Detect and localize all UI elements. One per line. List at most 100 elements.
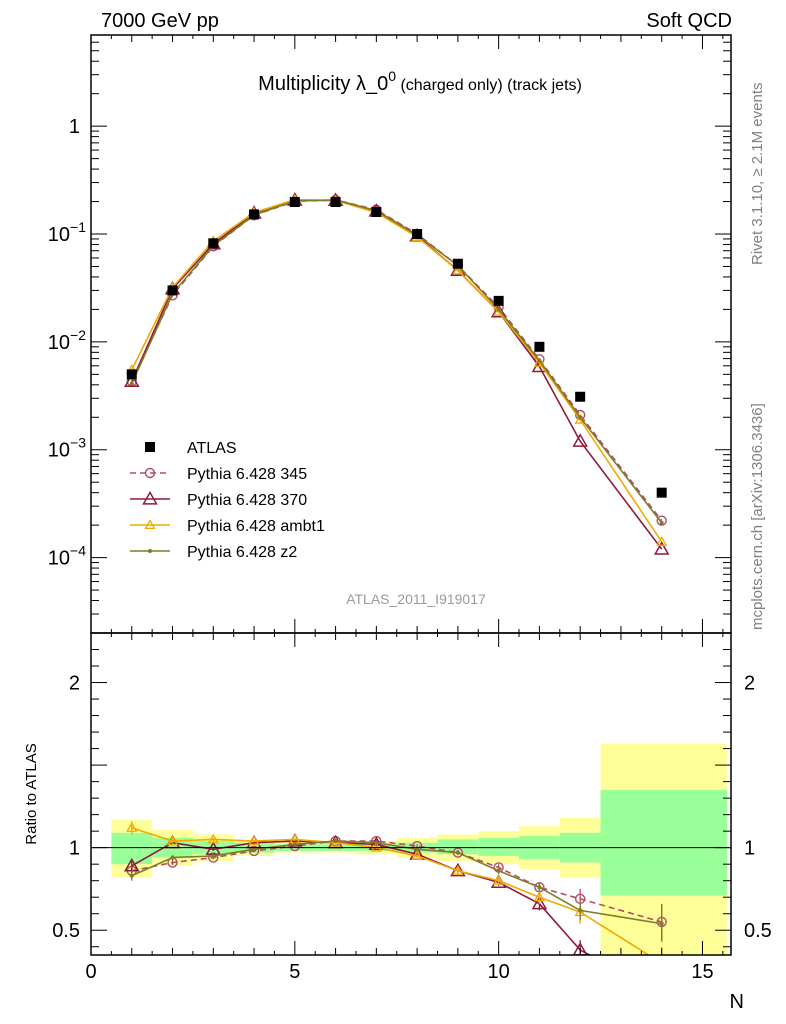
ratio-point-3-6: [374, 840, 379, 845]
atlas-point-11: [575, 391, 586, 402]
ratio-point-3-5: [333, 839, 338, 844]
ratio-point-2-8: [452, 864, 464, 875]
legend-label-3: Pythia 6.428 z2: [187, 544, 297, 561]
y-tick-label-2: 10−2: [48, 327, 86, 354]
plot-title-main: Multiplicity λ_0: [258, 73, 388, 95]
x-tick-label-2: 10: [488, 961, 510, 983]
series-point-3-11: [578, 415, 583, 420]
ratio-point-3-4: [292, 842, 297, 847]
series-point-1-9: [490, 303, 507, 318]
series-point-3-9: [496, 307, 501, 312]
ratio-point-3-9: [496, 868, 501, 873]
header-left: 7000 GeV pp: [101, 10, 219, 32]
atlas-point-10: [534, 341, 545, 352]
series-point-2-8: [452, 264, 464, 275]
plot-title: Multiplicity λ_00 (charged only) (track …: [258, 68, 582, 95]
atlas-point-3: [249, 209, 260, 220]
ratio-point-0-2: [208, 852, 219, 863]
ratio-point-2-1: [166, 835, 179, 846]
ratio-point-1-10: [531, 895, 548, 910]
x-tick-label-0: 0: [85, 961, 96, 983]
ratio-point-2-7: [411, 850, 423, 860]
ratio-point-2-2: [207, 833, 219, 844]
x-tick-label-3: 15: [691, 961, 713, 983]
legend-marker-0: [144, 467, 156, 479]
atlas-point-8: [452, 258, 463, 269]
band-green-9: [478, 837, 520, 856]
mcplots-label: mcplots.cern.ch [arXiv:1306.3436]: [749, 403, 766, 630]
atlas-data: [126, 197, 667, 498]
legend-marker-data: [145, 442, 155, 452]
ratio-point-3-12: [659, 921, 664, 926]
series-point-2-10: [533, 356, 546, 367]
ratio-point-0-3: [248, 845, 260, 857]
analysis-id: ATLAS_2011_I919017: [346, 591, 486, 607]
atlas-point-6: [371, 207, 382, 218]
y-tick-base-4: 10: [48, 548, 70, 570]
x-axis-label: N: [730, 991, 744, 1013]
y-tick-base-3: 10: [48, 440, 70, 462]
ratio-point-3-1: [170, 855, 175, 860]
plot-title-sup: 0: [388, 68, 396, 84]
legend-marker-3: [148, 549, 152, 553]
band-green-8: [437, 839, 479, 855]
legend-marker-1: [142, 490, 158, 505]
ratio-tick-right-2: 2: [744, 673, 755, 695]
band-green-12: [600, 789, 727, 896]
ratio-tick-left-2: 2: [69, 673, 80, 695]
series-point-1-11: [572, 433, 588, 447]
ratio-y-label: Ratio to ATLAS: [23, 743, 40, 844]
ratio-point-3-11: [578, 908, 583, 913]
ratio-point-3-3: [252, 847, 257, 852]
legend-label-1: Pythia 6.428 370: [187, 492, 307, 509]
ratio-tick-left-0: 0.5: [52, 920, 80, 942]
series-point-2-12: [656, 536, 668, 546]
ratio-point-2-0: [126, 822, 138, 832]
ratio-point-3-7: [415, 847, 420, 852]
ratio-point-2-6: [370, 841, 382, 852]
y-tick-exp-2: −2: [70, 327, 86, 343]
legend: ATLAS Pythia 6.428 345 Pythia 6.428 370 Pyt…: [130, 440, 325, 561]
series-point-1-12: [653, 541, 670, 555]
ratio-frame: [90, 632, 732, 956]
plot-title-sub: (charged only) (track jets): [396, 77, 582, 94]
ratio-point-1-0: [123, 857, 140, 872]
legend-label-0: Pythia 6.428 345: [187, 466, 307, 483]
y-tick-base-1: 10: [48, 224, 70, 246]
ratio-point-2-3: [248, 835, 260, 846]
ratio-point-2-10: [533, 891, 546, 902]
ratio-point-2-9: [493, 874, 505, 885]
series-point-3-12: [659, 520, 664, 525]
series-point-3-10: [537, 358, 542, 363]
legend-marker-2: [144, 519, 156, 530]
ratio-point-2-12: [657, 959, 666, 967]
ratio-tick-right-0: 0.5: [744, 920, 772, 942]
y-tick-label-1: 10−1: [48, 219, 86, 246]
atlas-point-9: [493, 295, 504, 306]
ratio-tick-right-1: 1: [744, 838, 755, 860]
atlas-point-7: [412, 229, 423, 240]
ratio-point-3-8: [455, 850, 460, 855]
y-tick-exp-4: −4: [70, 543, 86, 559]
atlas-point-1: [167, 285, 178, 296]
series-point-1-0: [123, 373, 140, 388]
y-tick-label-3: 10−3: [48, 435, 86, 462]
atlas-point-4: [289, 197, 300, 208]
series-point-3-0: [129, 381, 134, 386]
ratio-point-2-5: [329, 836, 342, 847]
ratio-tick-left-1: 1: [69, 838, 80, 860]
series-point-0-12: [656, 515, 667, 526]
atlas-point-5: [330, 197, 341, 208]
ratio-point-3-0: [129, 873, 134, 878]
ratio-point-3-10: [537, 885, 542, 890]
y-tick-base-2: 10: [48, 332, 70, 354]
ratio-series-3: [129, 839, 664, 942]
rivet-label: Rivet 3.1.10, ≥ 2.1M events: [749, 83, 766, 266]
header-right: Soft QCD: [646, 10, 732, 32]
legend-label-data: ATLAS: [187, 440, 237, 457]
y-tick-label-4: 10−4: [48, 543, 86, 570]
y-tick-exp-3: −3: [70, 435, 86, 451]
